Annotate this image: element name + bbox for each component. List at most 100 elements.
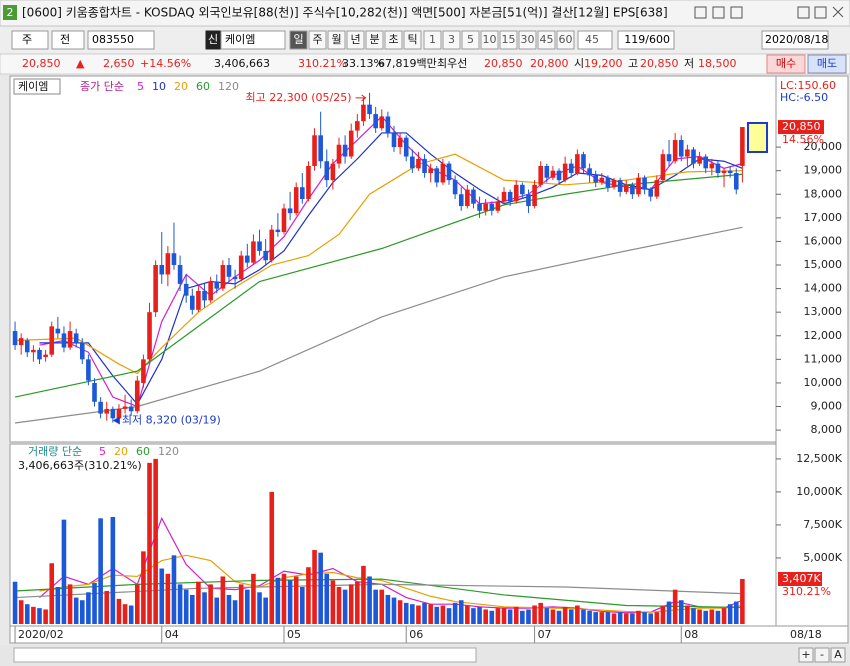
volume-bar [452, 602, 458, 624]
interval-button[interactable] [461, 30, 480, 50]
footer-zoom-out: - [820, 648, 824, 661]
candle-body [177, 265, 183, 284]
volume-bar [275, 577, 281, 624]
candle-body [122, 406, 128, 409]
volume-bar [507, 609, 513, 624]
period-button[interactable] [346, 30, 365, 50]
interval-button[interactable] [499, 30, 518, 50]
volume-bar [526, 609, 531, 624]
candle-body [697, 156, 702, 164]
y-tick-label: 12,000 [804, 329, 843, 342]
volume-bar [385, 594, 391, 624]
candle-body [715, 163, 721, 174]
buy-button[interactable] [766, 54, 806, 74]
candle-body [361, 104, 366, 122]
candle-body [733, 173, 739, 190]
candle-body [422, 158, 427, 174]
interval-button[interactable] [537, 30, 556, 50]
footer-button[interactable] [830, 647, 846, 663]
interval-label: 60 [559, 33, 573, 46]
quote-low-label: 저 [684, 57, 694, 70]
volume-bar [379, 589, 385, 624]
mode: 전 [60, 33, 70, 46]
interval-button[interactable] [480, 30, 499, 50]
date-box[interactable] [761, 30, 829, 50]
period-label: 주 [312, 33, 322, 46]
interval-button[interactable] [442, 30, 461, 50]
candle-body [379, 116, 385, 129]
badge-bg [3, 5, 17, 20]
candle-body [12, 331, 18, 346]
candle-body [367, 104, 372, 115]
y-tick-label: 19,000 [804, 164, 843, 177]
period-button[interactable] [365, 30, 384, 50]
mode-select[interactable] [51, 30, 85, 50]
market-select[interactable] [11, 30, 49, 50]
volume-bar [520, 610, 525, 624]
candle-body [92, 382, 97, 402]
candle-body [562, 163, 568, 181]
period-button[interactable] [384, 30, 403, 50]
sell-button[interactable] [807, 54, 847, 74]
volume-subtitle: 3,406,663주(310.21%) [18, 459, 142, 472]
count-box[interactable] [617, 30, 675, 50]
interval-button[interactable] [556, 30, 575, 50]
title-icons [694, 6, 844, 19]
period-button[interactable] [403, 30, 422, 50]
name-box[interactable] [220, 30, 286, 50]
interval-label: 30 [521, 33, 535, 46]
volume-bar [153, 458, 158, 624]
volume-bar [593, 612, 598, 624]
footer-button[interactable] [798, 647, 814, 663]
icon[interactable] [814, 6, 827, 19]
interval-button[interactable] [518, 30, 537, 50]
legend-entry: 60 [196, 80, 210, 93]
volume-bar [73, 597, 79, 624]
close-icon[interactable] [832, 6, 844, 18]
period-button[interactable] [289, 30, 308, 50]
volume-bar [721, 608, 727, 624]
last-price-box [778, 120, 824, 135]
volume-bar [703, 610, 709, 624]
icon[interactable] [712, 6, 725, 19]
interval-button[interactable] [423, 30, 442, 50]
quote-open-label: 시 [574, 57, 584, 70]
volume-bar [336, 587, 342, 624]
volume-bar [477, 606, 482, 624]
legend-entry: 20 [114, 445, 128, 458]
custom-input[interactable] [577, 30, 613, 50]
candle-body [287, 208, 293, 214]
scroll-track[interactable] [13, 647, 477, 663]
candle-body [446, 163, 452, 181]
volume-bar [361, 565, 366, 624]
quote-rate: +14.56% [140, 57, 191, 70]
candle-body [220, 265, 226, 289]
volume-bar [434, 606, 440, 624]
volume-bar [648, 613, 654, 624]
candle-body [660, 154, 666, 181]
candle-body [24, 340, 30, 353]
footer-button[interactable] [814, 647, 830, 663]
period-button[interactable] [308, 30, 327, 50]
candle-body [385, 116, 391, 133]
code-input[interactable] [87, 30, 155, 50]
volume-legend-title: 거래량 단순 [28, 445, 82, 458]
volume-bar [575, 605, 580, 624]
code: 083550 [92, 33, 134, 46]
volume-bar [513, 606, 519, 624]
stock-tag [13, 78, 61, 95]
candle-body [721, 170, 727, 174]
candle-body [141, 359, 146, 383]
y-tick-label: 11,000 [804, 352, 843, 365]
icon[interactable] [797, 6, 810, 19]
icon[interactable] [730, 6, 743, 19]
volume-bar [92, 583, 97, 624]
period-button[interactable] [327, 30, 346, 50]
icon[interactable] [694, 6, 707, 19]
volume-bar [562, 606, 568, 624]
interval-label: 5 [467, 33, 474, 46]
volume-bar [416, 605, 421, 624]
volume-bar [220, 576, 226, 624]
custom-interval: 45 [585, 33, 599, 46]
